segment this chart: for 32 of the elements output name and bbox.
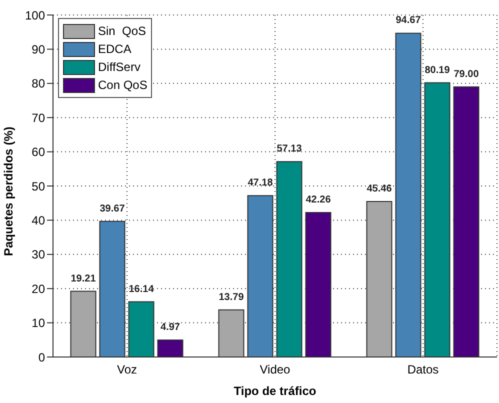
data-label: 47.18	[248, 178, 274, 189]
legend-label: DiffServ	[98, 60, 140, 74]
y-tick-label: 60	[32, 145, 46, 160]
y-tick-label: 0	[38, 350, 46, 364]
y-axis-title: Paquetes perdidos (%)	[1, 126, 16, 256]
y-tick-label: 100	[24, 8, 46, 22]
data-label: 4.97	[160, 322, 180, 334]
data-label: 13.79	[218, 292, 244, 303]
data-label: 45.46	[366, 184, 392, 195]
x-tick-label: Voz	[116, 362, 138, 377]
legend-label: EDCA	[98, 42, 132, 56]
data-label: 57.13	[276, 144, 302, 155]
y-tick-label: 20	[32, 282, 46, 296]
y-tick-label: 70	[32, 110, 46, 125]
x-axis-title: Tipo de tráfico	[234, 384, 316, 398]
y-tick-label: 80	[32, 76, 46, 91]
y-tick-label: 50	[32, 179, 46, 194]
legend-label: Sin QoS	[98, 24, 146, 38]
legend-label: Con QoS	[98, 78, 148, 92]
data-label: 94.67	[396, 15, 422, 26]
y-tick-label: 40	[32, 213, 46, 228]
data-label: 16.14	[128, 284, 154, 295]
y-tick-label: 30	[32, 248, 46, 262]
y-tick-label: 90	[32, 42, 46, 56]
y-tick-label: 10	[32, 316, 46, 330]
data-label: 19.21	[70, 273, 96, 284]
data-label: 39.67	[100, 203, 126, 214]
x-tick-label: Datos	[407, 362, 439, 377]
data-label: 79.00	[454, 68, 480, 80]
data-label: 42.26	[306, 194, 332, 206]
data-label: 80.19	[424, 64, 450, 76]
x-tick-label: Video	[260, 362, 291, 377]
